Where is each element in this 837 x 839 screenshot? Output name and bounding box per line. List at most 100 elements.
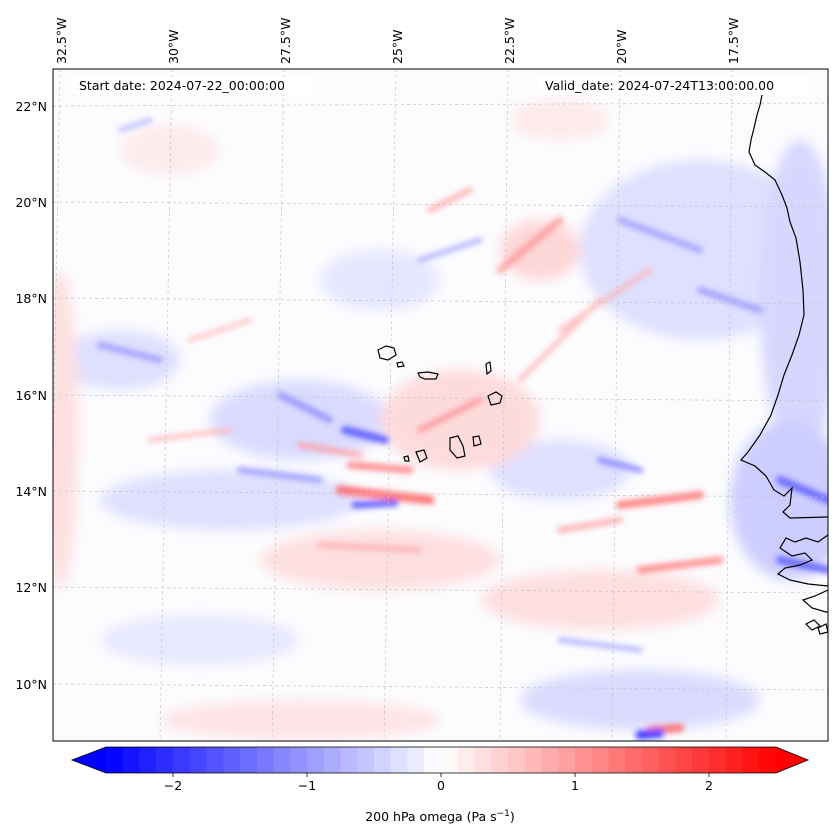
lat-label-14: 14°N (15, 484, 47, 499)
senegambia-coastline (776, 534, 828, 587)
cape-verde-sao-nicolau (417, 371, 439, 380)
colorbar-cell (106, 747, 124, 773)
colorbar-cell (240, 747, 258, 773)
colorbar-cell (742, 747, 760, 773)
colorbar-cell (223, 747, 241, 773)
gridline-lon-30 (159, 69, 173, 741)
africa-coastline (740, 84, 828, 519)
colorbar-outline (70, 746, 810, 774)
cape-verde-santo-antao (377, 345, 397, 361)
colorbar-cell (122, 747, 141, 773)
gridline-lon-25 (383, 69, 397, 741)
colorbar-cell (156, 747, 174, 773)
gridline-lon-17-5 (725, 69, 733, 741)
cape-verde-boa-vista (487, 391, 503, 406)
map-frame (52, 68, 829, 742)
colorbar-cell (340, 747, 358, 773)
lon-label-17-5: 17.5°W (726, 18, 741, 64)
colorbar-cell (608, 747, 626, 773)
colorbar-label: 200 hPa omega (Pa s−1) (365, 809, 515, 824)
colorbar-tick-label: 1 (571, 778, 579, 793)
colorbar-cell (725, 747, 744, 773)
colorbar-ticks: −2 −1 0 1 2 (164, 773, 713, 793)
colorbar: −2 −1 0 1 2 200 hPa omega (Pa s−1) (70, 746, 810, 824)
colorbar-cell (307, 747, 325, 773)
graticule (53, 69, 828, 741)
colorbar-cell (709, 747, 727, 773)
valid-date-label: Valid_date: 2024-07-24T13:00:00.00 (545, 78, 774, 93)
colorbar-cell (424, 747, 442, 773)
colorbar-cell (256, 747, 275, 773)
colorbar-tick-label: 2 (705, 778, 713, 793)
gridline-lon-32-5 (53, 69, 61, 481)
colorbar-cell (508, 747, 526, 773)
start-date-box: Start date: 2024-07-22_00:00:00 (72, 77, 312, 95)
omega-broad-features (53, 100, 828, 740)
lat-label-12: 12°N (15, 580, 47, 595)
colorbar-cell (407, 747, 425, 773)
start-date-label: Start date: 2024-07-22_00:00:00 (79, 78, 285, 93)
lon-label-30: 30°W (166, 29, 181, 64)
longitude-labels: 32.5°W 30°W 27.5°W 25°W 22.5°W 20°W 17.5… (54, 18, 741, 64)
latitude-labels: 22°N 20°N 18°N 16°N 14°N 12°N 10°N (15, 99, 47, 692)
colorbar-cells (106, 747, 777, 773)
cape-verde-maio (472, 435, 482, 447)
colorbar-cell (357, 747, 375, 773)
colorbar-tick-label: −2 (164, 778, 182, 793)
colorbar-cell (390, 747, 409, 773)
colorbar-cell (591, 747, 610, 773)
lat-label-20: 20°N (15, 195, 47, 210)
colorbar-cell (658, 747, 677, 773)
colorbar-cell (474, 747, 492, 773)
colorbar-tick-label: −1 (298, 778, 316, 793)
guinea-coastline (801, 589, 828, 613)
colorbar-cell (173, 747, 191, 773)
colorbar-cell (625, 747, 643, 773)
colorbar-cell (491, 747, 509, 773)
coastlines (377, 84, 828, 635)
colorbar-cell (642, 747, 660, 773)
omega-field (53, 100, 828, 740)
colorbar-cell (139, 747, 157, 773)
cape-verde-fogo (415, 449, 428, 463)
cape-verde-santiago (449, 435, 466, 459)
colorbar-cell (541, 747, 559, 773)
colorbar-cell (273, 747, 291, 773)
cape-verde-brava (403, 455, 410, 462)
colorbar-cell (675, 747, 693, 773)
colorbar-cell (524, 747, 543, 773)
colorbar-cell (759, 747, 777, 773)
lon-label-20: 20°W (614, 29, 629, 64)
gridline-lon-27-5 (271, 69, 285, 741)
lat-label-16: 16°N (15, 388, 47, 403)
colorbar-cell (558, 747, 576, 773)
lon-label-25: 25°W (390, 29, 405, 64)
lon-label-22-5: 22.5°W (502, 18, 517, 64)
gridline-lon-22-5 (499, 69, 509, 741)
lat-label-22: 22°N (15, 99, 47, 114)
colorbar-cell (290, 747, 308, 773)
colorbar-cell (374, 747, 392, 773)
colorbar-cell (575, 747, 593, 773)
colorbar-cell (692, 747, 710, 773)
omega-streaks (97, 117, 828, 740)
bijagos-islands (804, 619, 828, 635)
cape-verde-sal (485, 361, 492, 376)
colorbar-cell (206, 747, 224, 773)
lat-label-18: 18°N (15, 291, 47, 306)
valid-date-box: Valid_date: 2024-07-24T13:00:00.00 (538, 77, 808, 95)
lon-label-32-5: 32.5°W (54, 18, 69, 64)
lat-label-10: 10°N (15, 677, 47, 692)
colorbar-cell (323, 747, 342, 773)
colorbar-tick-label: 0 (437, 778, 445, 793)
colorbar-cell (189, 747, 208, 773)
cape-verde-sao-vicente (396, 361, 405, 368)
colorbar-cell (441, 747, 459, 773)
gridline-lon-20 (611, 69, 621, 741)
lon-label-27-5: 27.5°W (278, 18, 293, 64)
map-panel: Start date: 2024-07-22_00:00:00 Valid_da… (52, 68, 829, 742)
colorbar-cell (457, 747, 476, 773)
colorbar-extend-max (776, 747, 808, 773)
colorbar-extend-min (72, 747, 106, 773)
